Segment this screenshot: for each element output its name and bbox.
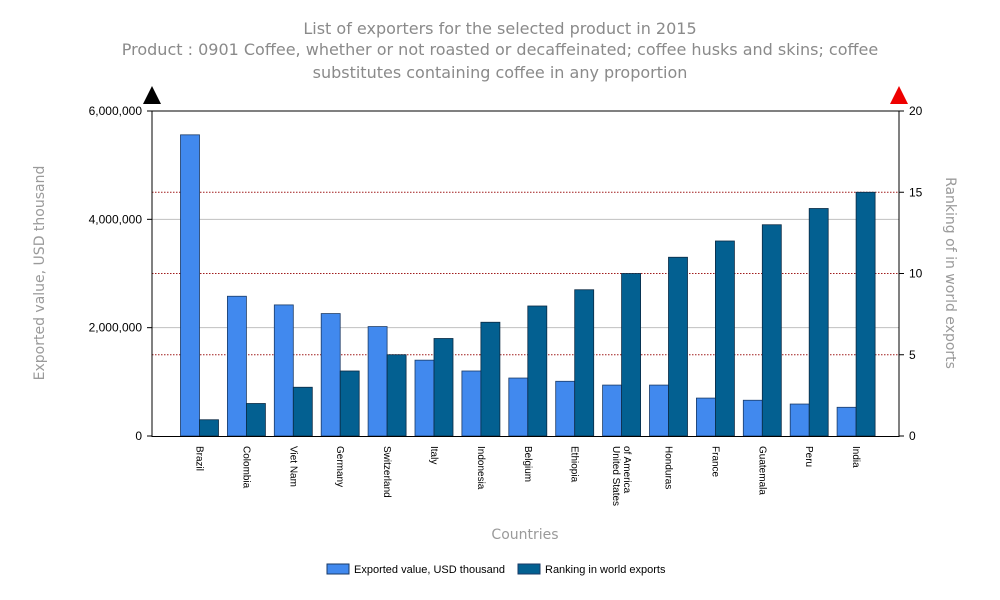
category-label: Honduras [663, 446, 674, 489]
bar-ranking [668, 256, 688, 437]
category-label-line: Peru [803, 446, 814, 467]
category-label: France [709, 446, 720, 478]
left-tick-label: 6,000,000 [89, 104, 143, 118]
right-axis-marker-icon [890, 86, 908, 104]
bar-ranking [245, 403, 266, 437]
category-label-line: of America [621, 446, 632, 494]
bar-exported-value [649, 384, 669, 437]
chart-title: List of exporters for the selected produ… [303, 19, 696, 38]
category-label-line: Honduras [663, 446, 674, 489]
category-label-line: Brazil [194, 446, 205, 471]
category-label-line: India [850, 446, 861, 468]
category-label: Italy [428, 446, 439, 464]
category-label: Ethiopia [569, 446, 580, 483]
category-label-line: United States [610, 446, 621, 506]
left-tick-label: 2,000,000 [89, 321, 143, 335]
category-label-line: Indonesia [475, 446, 486, 490]
category-label: Switzerland [381, 446, 392, 498]
category-label-line: Ethiopia [569, 446, 580, 483]
bar-exported-value [508, 377, 529, 437]
chart-subtitle-line-2: substitutes containing coffee in any pro… [313, 63, 688, 82]
bar-exported-value [414, 359, 435, 437]
category-label-line: France [709, 446, 720, 478]
bar-exported-value [696, 397, 716, 437]
bar-exported-value [742, 399, 763, 437]
category-label-line: Viet Nam [287, 446, 298, 487]
category-label: United States of America [610, 446, 632, 506]
legend-swatch-exported [326, 563, 350, 575]
bar-exported-value [602, 384, 622, 437]
left-axis-marker-icon [143, 86, 161, 104]
category-label-line: Switzerland [381, 446, 392, 498]
legend: Exported value, USD thousand Ranking in … [326, 563, 666, 576]
bar-ranking [855, 191, 876, 437]
bar-ranking [574, 289, 595, 437]
bar-ranking [715, 240, 735, 437]
left-tick-label: 4,000,000 [89, 212, 143, 226]
right-axis-title: Ranking of in world exports [942, 177, 958, 369]
right-gridlines [152, 191, 899, 356]
right-tick-label: 10 [909, 267, 923, 281]
category-label: Colombia [240, 446, 251, 489]
bar-ranking [527, 305, 548, 437]
right-tick-label: 20 [909, 104, 923, 118]
category-label: Germany [334, 446, 345, 487]
category-label-line: Belgium [522, 446, 533, 482]
bar-exported-value [555, 380, 576, 437]
left-axis-title: Exported value, USD thousand [32, 166, 48, 381]
category-label: Belgium [522, 446, 533, 482]
bar-exported-value [461, 370, 482, 437]
category-label: Viet Nam [287, 446, 298, 487]
bar-ranking [199, 419, 219, 437]
left-axis-ticks: 0 2,000,000 4,000,000 6,000,000 [89, 104, 152, 443]
bar-ranking [386, 354, 407, 437]
category-label: Peru [803, 446, 814, 467]
category-label: Guatemala [756, 446, 767, 495]
bar-ranking [433, 338, 454, 437]
bar-exported-value [273, 304, 294, 437]
category-label-line: Colombia [240, 446, 251, 489]
category-label-line: Guatemala [756, 446, 767, 495]
right-tick-label: 0 [909, 429, 916, 443]
left-tick-label: 0 [135, 429, 142, 443]
bar-exported-value [320, 313, 341, 437]
bar-exported-value [836, 406, 857, 437]
x-axis-title: Countries [491, 527, 558, 543]
right-tick-label: 15 [909, 185, 923, 199]
bar-exported-value [367, 326, 388, 437]
bar-exported-value [180, 134, 200, 437]
bar-ranking [808, 208, 829, 437]
category-label-line: Germany [334, 446, 345, 487]
bar-exported-value [226, 295, 247, 437]
legend-swatch-ranking [517, 563, 541, 575]
right-tick-label: 5 [909, 348, 916, 362]
category-label: Brazil [194, 446, 205, 471]
bar-ranking [339, 370, 360, 437]
bar-ranking [480, 321, 501, 437]
legend-label-ranking: Ranking in world exports [545, 564, 666, 576]
category-labels: Brazil Colombia Viet Nam Germany Switzerland… [194, 446, 862, 506]
bars [180, 134, 876, 437]
bar-ranking [621, 273, 641, 437]
category-label-line: Italy [428, 446, 439, 464]
right-axis-ticks: 0 5 10 15 20 [899, 104, 923, 443]
category-label: India [850, 446, 861, 468]
bar-exported-value [789, 403, 810, 437]
bar-ranking [292, 386, 313, 437]
chart-subtitle-line-1: Product : 0901 Coffee, whether or not ro… [122, 40, 878, 59]
bar-ranking [761, 224, 782, 437]
legend-label-exported: Exported value, USD thousand [354, 564, 505, 576]
category-label: Indonesia [475, 446, 486, 490]
